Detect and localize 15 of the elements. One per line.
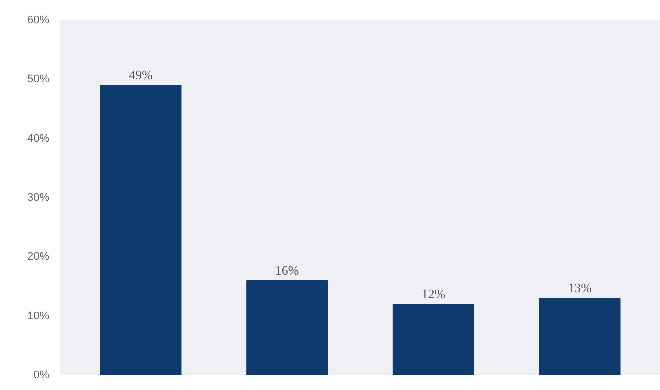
data-label: 49% bbox=[129, 68, 154, 83]
y-tick-label: 30% bbox=[27, 192, 50, 204]
data-label: 16% bbox=[275, 262, 300, 278]
y-tick-label: 10% bbox=[27, 310, 50, 322]
y-tick-label: 50% bbox=[27, 74, 50, 86]
bar bbox=[100, 85, 182, 376]
y-tick-label: 60% bbox=[27, 14, 50, 26]
y-tick-label: 0% bbox=[34, 370, 50, 382]
y-tick-label: 20% bbox=[27, 251, 50, 264]
y-tick-label: 40% bbox=[27, 132, 50, 145]
bar bbox=[246, 280, 328, 376]
bar bbox=[392, 304, 474, 376]
data-label: 13% bbox=[568, 280, 592, 296]
data-label: 12% bbox=[422, 286, 446, 302]
bar bbox=[539, 298, 621, 376]
